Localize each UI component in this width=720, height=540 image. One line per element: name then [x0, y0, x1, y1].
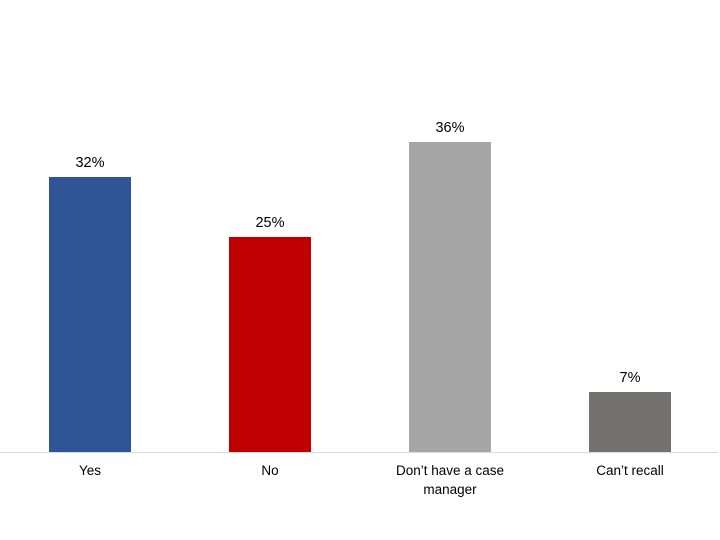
category-label-dont-have-case-manager: Don’t have a case manager — [395, 463, 505, 497]
x-axis-line — [0, 452, 718, 453]
category-cell: No — [180, 462, 360, 500]
bar-cant-recall — [589, 392, 671, 452]
bar-group-no: 25% — [180, 0, 360, 452]
bar-dont-have-case-manager — [409, 142, 491, 452]
bar-value-label: 7% — [619, 369, 641, 386]
bar-group-cant-recall: 7% — [540, 0, 720, 452]
category-label-no: No — [261, 463, 279, 478]
x-axis-category-labels: Yes No Don’t have a case manager Can’t r… — [0, 462, 720, 500]
plot-area: 32% 25% 36% 7% — [0, 0, 720, 452]
bar-group-dont-have-case-manager: 36% — [360, 0, 540, 452]
category-label-cant-recall: Can’t recall — [596, 463, 664, 478]
category-cell: Don’t have a case manager — [360, 462, 540, 500]
bar-yes — [49, 177, 131, 452]
bar-group-yes: 32% — [0, 0, 180, 452]
category-label-yes: Yes — [78, 463, 102, 478]
category-cell: Yes — [0, 462, 180, 500]
bar-value-label: 32% — [75, 154, 105, 171]
bar-value-label: 25% — [255, 214, 285, 231]
category-cell: Can’t recall — [540, 462, 720, 500]
bar-no — [229, 237, 311, 452]
bar-value-label: 36% — [435, 119, 465, 136]
